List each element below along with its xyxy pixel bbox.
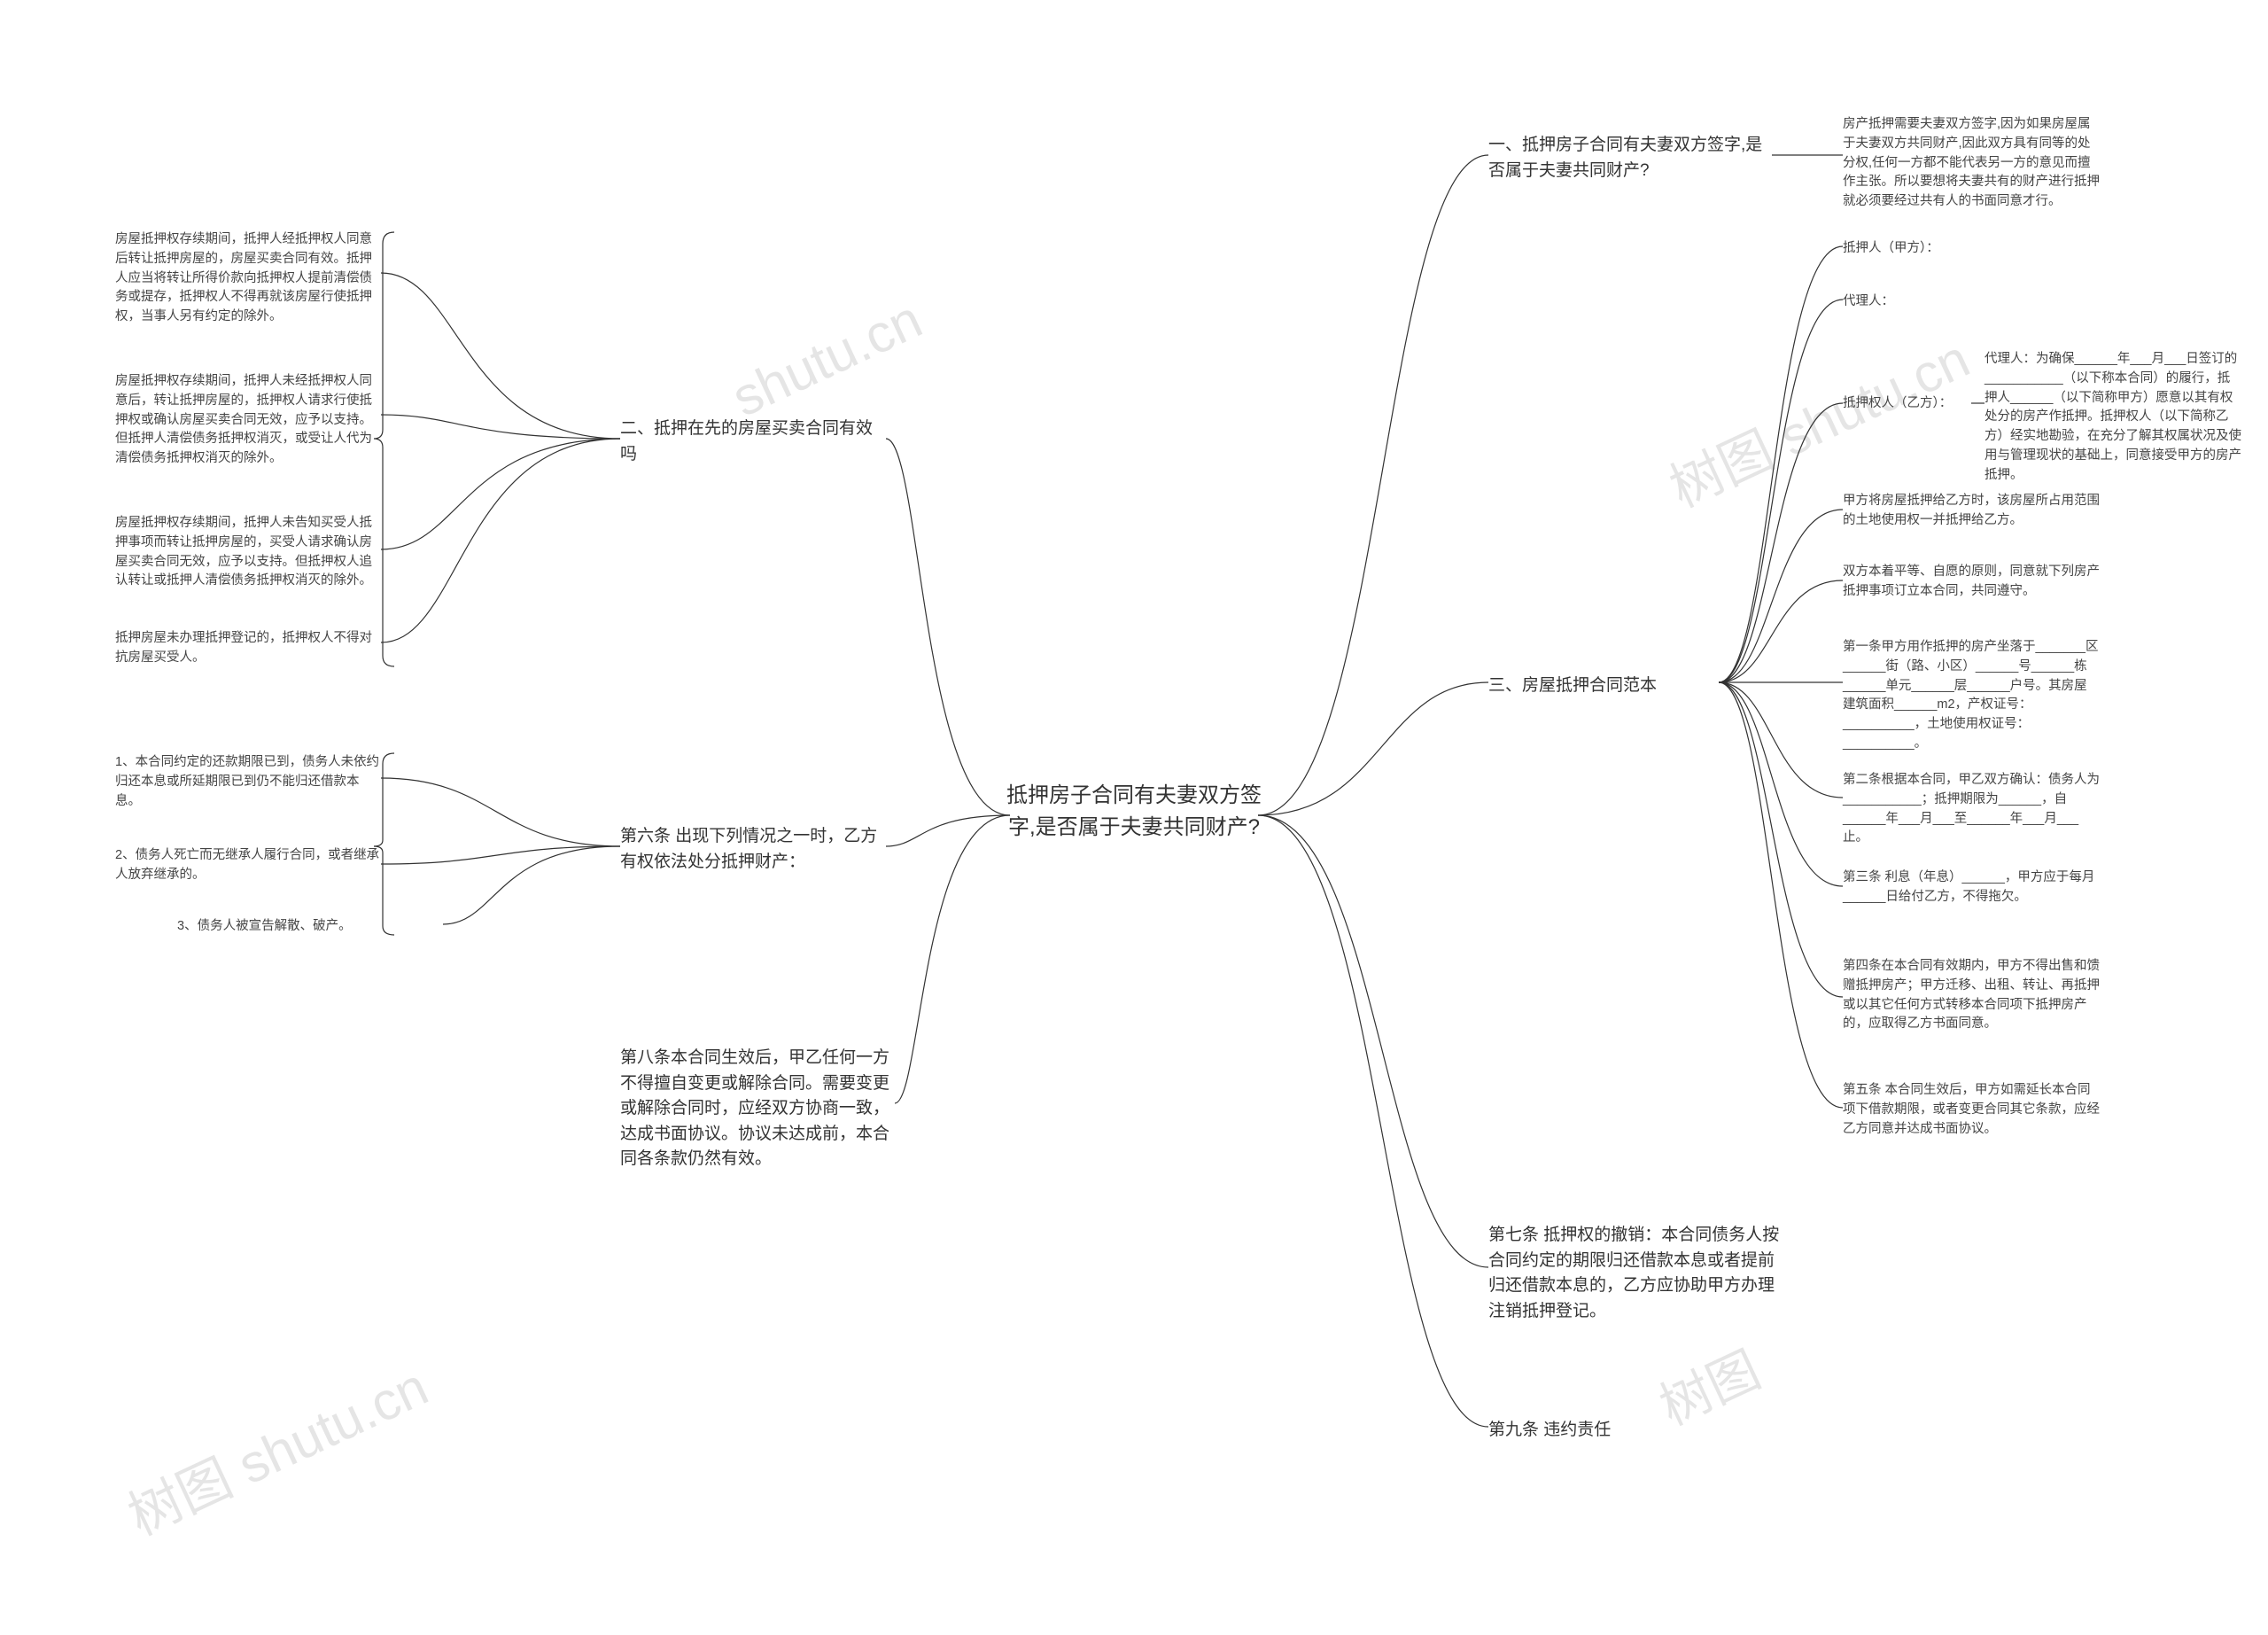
leaf-l1-1: 房屋抵押权存续期间，抵押人未经抵押权人同意后，转让抵押房屋的，抵押权人请求行使抵…: [115, 372, 381, 469]
leaf-l2-2: 3、债务人被宣告解散、破产。: [177, 917, 443, 937]
leaf-l1-0: 房屋抵押权存续期间，抵押人经抵押权人同意后转让抵押房屋的，房屋买卖合同有效。抵押…: [115, 230, 381, 327]
leaf-l2-0: 1、本合同约定的还款期限已到，债务人未依约归还本息或所延期限已到仍不能归还借款本…: [115, 753, 381, 811]
leaf-r2-9: 第五条 本合同生效后，甲方如需延长本合同项下借款期限，或者变更合同其它条款，应经…: [1843, 1081, 2100, 1139]
leaf-r2-4: 双方本着平等、自愿的原则，同意就下列房产抵押事项订立本合同，共同遵守。: [1843, 563, 2100, 602]
leaf-l1-2: 房屋抵押权存续期间，抵押人未告知买受人抵押事项而转让抵押房屋的，买受人请求确认房…: [115, 514, 381, 591]
branch-l1: 二、抵押在先的房屋买卖合同有效吗: [620, 417, 886, 467]
leaf-r2-0: 抵押人（甲方）：: [1843, 239, 2091, 259]
leaf-r2-5: 第一条甲方用作抵押的房产坐落于_______区______街（路、小区）____…: [1843, 638, 2100, 754]
leaf-r2-1: 代理人：: [1843, 292, 2091, 312]
branch-r4: 第九条 违约责任: [1488, 1418, 1719, 1444]
leaf-r2-2: 抵押权人（乙方）：: [1843, 394, 1976, 414]
leaf-r2-6: 第二条根据本合同，甲乙双方确认：债务人为___________；抵押期限为___…: [1843, 771, 2100, 848]
leaf-r2-7: 第三条 利息（年息）______，甲方应于每月______日给付乙方，不得拖欠。: [1843, 868, 2100, 907]
leaf-r2-8: 第四条在本合同有效期内，甲方不得出售和馈赠抵押房产；甲方迁移、出租、转让、再抵押…: [1843, 957, 2100, 1034]
leaf-r2-3: 甲方将房屋抵押给乙方时，该房屋所占用范围的土地使用权一并抵押给乙方。: [1843, 492, 2100, 531]
watermark: shutu.cn: [723, 288, 931, 428]
central-topic: 抵押房子合同有夫妻双方签字,是否属于夫妻共同财产?: [1001, 780, 1267, 844]
leaf-l1-3: 抵押房屋未办理抵押登记的，抵押权人不得对抗房屋买受人。: [115, 629, 381, 668]
branch-r1: 一、抵押房子合同有夫妻双方签字,是否属于夫妻共同财产?: [1488, 133, 1772, 183]
leaf-r2-2-sub: 代理人：为确保______年___月___日签订的___________（以下称…: [1984, 350, 2241, 485]
leaf-r1-0: 房产抵押需要夫妻双方签字,因为如果房屋属于夫妻双方共同财产,因此双方具有同等的处…: [1843, 115, 2100, 212]
branch-r2: 三、房屋抵押合同范本: [1488, 673, 1719, 699]
branch-l2: 第六条 出现下列情况之一时，乙方有权依法处分抵押财产：: [620, 824, 886, 875]
watermark: 树图 shutu.cn: [114, 1344, 439, 1550]
leaf-l2-1: 2、债务人死亡而无继承人履行合同，或者继承人放弃继承的。: [115, 846, 381, 885]
branch-l3: 第八条本合同生效后，甲乙任何一方不得擅自变更或解除合同。需要变更或解除合同时，应…: [620, 1046, 895, 1172]
branch-r3: 第七条 抵押权的撤销：本合同债务人按合同约定的期限归还借款本息或者提前归还借款本…: [1488, 1223, 1781, 1324]
